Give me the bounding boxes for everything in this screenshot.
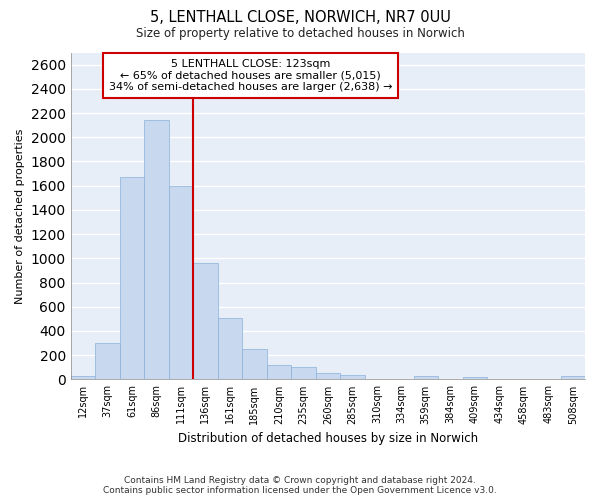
X-axis label: Distribution of detached houses by size in Norwich: Distribution of detached houses by size … xyxy=(178,432,478,445)
Bar xyxy=(413,376,438,380)
Y-axis label: Number of detached properties: Number of detached properties xyxy=(15,128,25,304)
Bar xyxy=(340,374,365,380)
Bar xyxy=(95,343,119,380)
Bar xyxy=(560,376,585,380)
Bar xyxy=(266,365,291,380)
Bar xyxy=(119,177,144,380)
Bar xyxy=(316,374,340,380)
Bar xyxy=(242,349,266,380)
Bar xyxy=(169,186,193,380)
Text: 5, LENTHALL CLOSE, NORWICH, NR7 0UU: 5, LENTHALL CLOSE, NORWICH, NR7 0UU xyxy=(149,10,451,25)
Bar xyxy=(291,368,316,380)
Bar xyxy=(144,120,169,380)
Text: 5 LENTHALL CLOSE: 123sqm
← 65% of detached houses are smaller (5,015)
34% of sem: 5 LENTHALL CLOSE: 123sqm ← 65% of detach… xyxy=(109,59,392,92)
Bar xyxy=(193,263,218,380)
Text: Size of property relative to detached houses in Norwich: Size of property relative to detached ho… xyxy=(136,28,464,40)
Bar xyxy=(463,377,487,380)
Bar xyxy=(71,376,95,380)
Text: Contains HM Land Registry data © Crown copyright and database right 2024.
Contai: Contains HM Land Registry data © Crown c… xyxy=(103,476,497,495)
Bar xyxy=(218,318,242,380)
